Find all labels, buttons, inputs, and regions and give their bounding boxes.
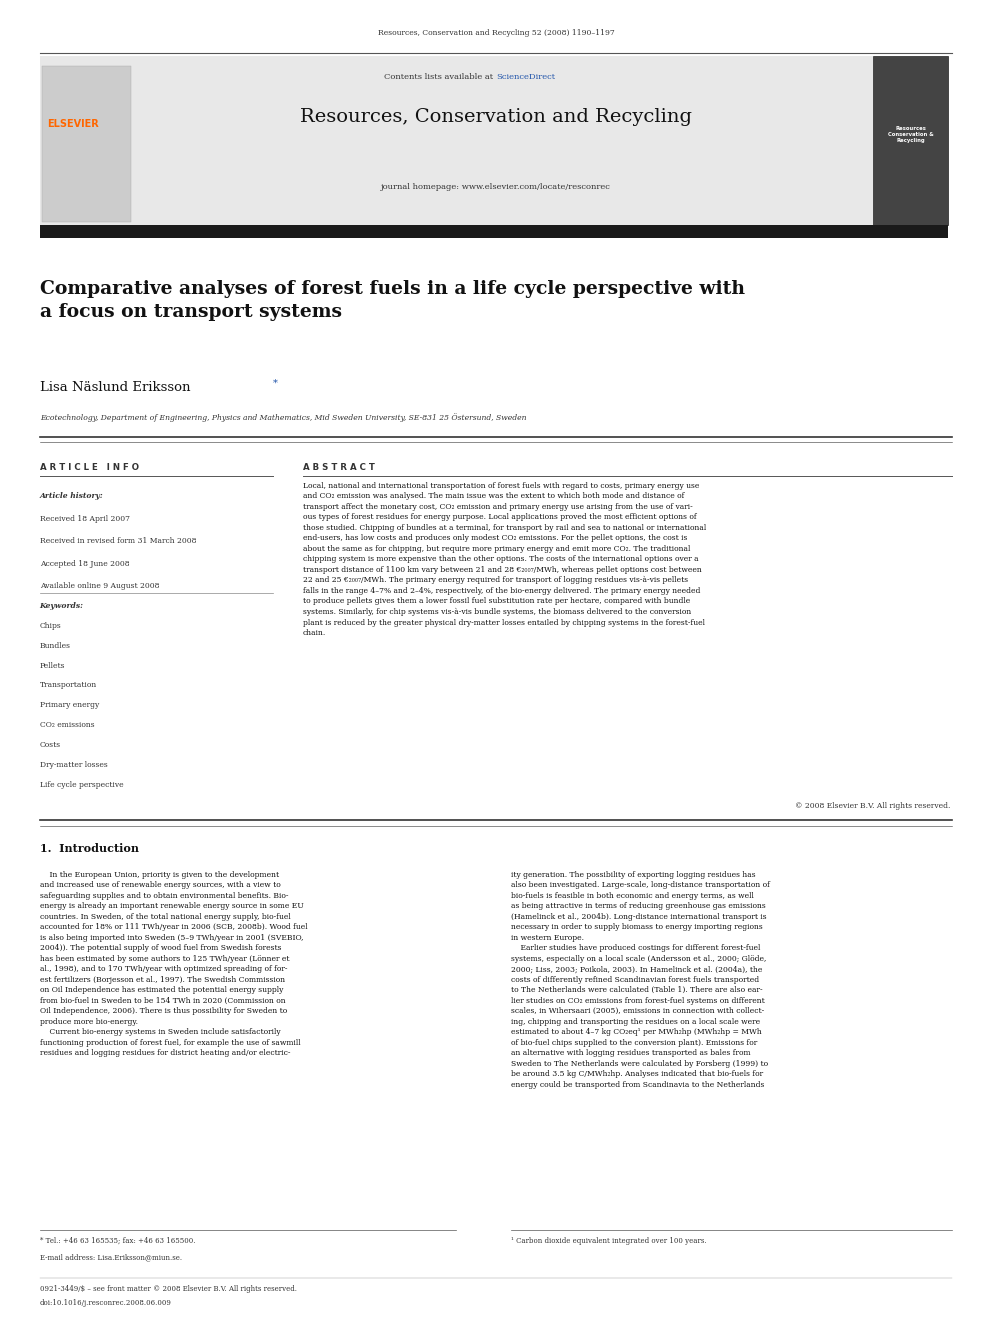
Text: doi:10.1016/j.resconrec.2008.06.009: doi:10.1016/j.resconrec.2008.06.009	[40, 1299, 172, 1307]
Text: 0921-3449/$ – see front matter © 2008 Elsevier B.V. All rights reserved.: 0921-3449/$ – see front matter © 2008 El…	[40, 1285, 297, 1293]
Text: ScienceDirect: ScienceDirect	[496, 73, 556, 81]
Text: Comparative analyses of forest fuels in a life cycle perspective with
a focus on: Comparative analyses of forest fuels in …	[40, 280, 745, 321]
Text: Resources, Conservation and Recycling 52 (2008) 1190–1197: Resources, Conservation and Recycling 52…	[378, 29, 614, 37]
Text: Dry-matter losses: Dry-matter losses	[40, 761, 107, 769]
Text: *: *	[273, 378, 278, 388]
Text: 1.  Introduction: 1. Introduction	[40, 843, 139, 853]
Text: Bundles: Bundles	[40, 642, 70, 650]
Text: Available online 9 August 2008: Available online 9 August 2008	[40, 582, 159, 590]
Text: Received 18 April 2007: Received 18 April 2007	[40, 515, 130, 523]
Text: Accepted 18 June 2008: Accepted 18 June 2008	[40, 560, 129, 568]
Text: * Tel.: +46 63 165535; fax: +46 63 165500.: * Tel.: +46 63 165535; fax: +46 63 16550…	[40, 1237, 195, 1245]
Text: Transportation: Transportation	[40, 681, 97, 689]
Text: Costs: Costs	[40, 741, 61, 749]
Text: Contents lists available at: Contents lists available at	[384, 73, 496, 81]
Text: ¹ Carbon dioxide equivalent integrated over 100 years.: ¹ Carbon dioxide equivalent integrated o…	[511, 1237, 706, 1245]
Text: CO₂ emissions: CO₂ emissions	[40, 721, 94, 729]
Text: A R T I C L E   I N F O: A R T I C L E I N F O	[40, 463, 139, 472]
Text: Ecotechnology, Department of Engineering, Physics and Mathematics, Mid Sweden Un: Ecotechnology, Department of Engineering…	[40, 413, 526, 422]
Bar	[42, 66, 131, 222]
Text: E-mail address: Lisa.Eriksson@miun.se.: E-mail address: Lisa.Eriksson@miun.se.	[40, 1253, 182, 1261]
Text: A B S T R A C T: A B S T R A C T	[303, 463, 374, 472]
Text: Chips: Chips	[40, 622, 62, 630]
Text: Lisa Näslund Eriksson: Lisa Näslund Eriksson	[40, 381, 190, 394]
Text: Life cycle perspective: Life cycle perspective	[40, 781, 123, 789]
Bar	[40, 225, 948, 238]
Bar	[873, 56, 948, 225]
Text: ity generation. The possibility of exporting logging residues has
also been inve: ity generation. The possibility of expor…	[511, 871, 770, 1089]
Text: journal homepage: www.elsevier.com/locate/resconrec: journal homepage: www.elsevier.com/locat…	[381, 183, 611, 191]
Bar	[40, 56, 873, 228]
Text: Resources, Conservation and Recycling: Resources, Conservation and Recycling	[300, 108, 692, 127]
Text: Keywords:: Keywords:	[40, 602, 83, 610]
Text: In the European Union, priority is given to the development
and increased use of: In the European Union, priority is given…	[40, 871, 308, 1057]
Text: Article history:: Article history:	[40, 492, 103, 500]
Text: Received in revised form 31 March 2008: Received in revised form 31 March 2008	[40, 537, 196, 545]
Text: Pellets: Pellets	[40, 662, 65, 669]
Text: Local, national and international transportation of forest fuels with regard to : Local, national and international transp…	[303, 482, 706, 638]
Text: Primary energy: Primary energy	[40, 701, 99, 709]
Text: © 2008 Elsevier B.V. All rights reserved.: © 2008 Elsevier B.V. All rights reserved…	[795, 802, 950, 810]
Text: Resources
Conservation &
Recycling: Resources Conservation & Recycling	[888, 126, 933, 143]
Text: ELSEVIER: ELSEVIER	[48, 119, 99, 130]
